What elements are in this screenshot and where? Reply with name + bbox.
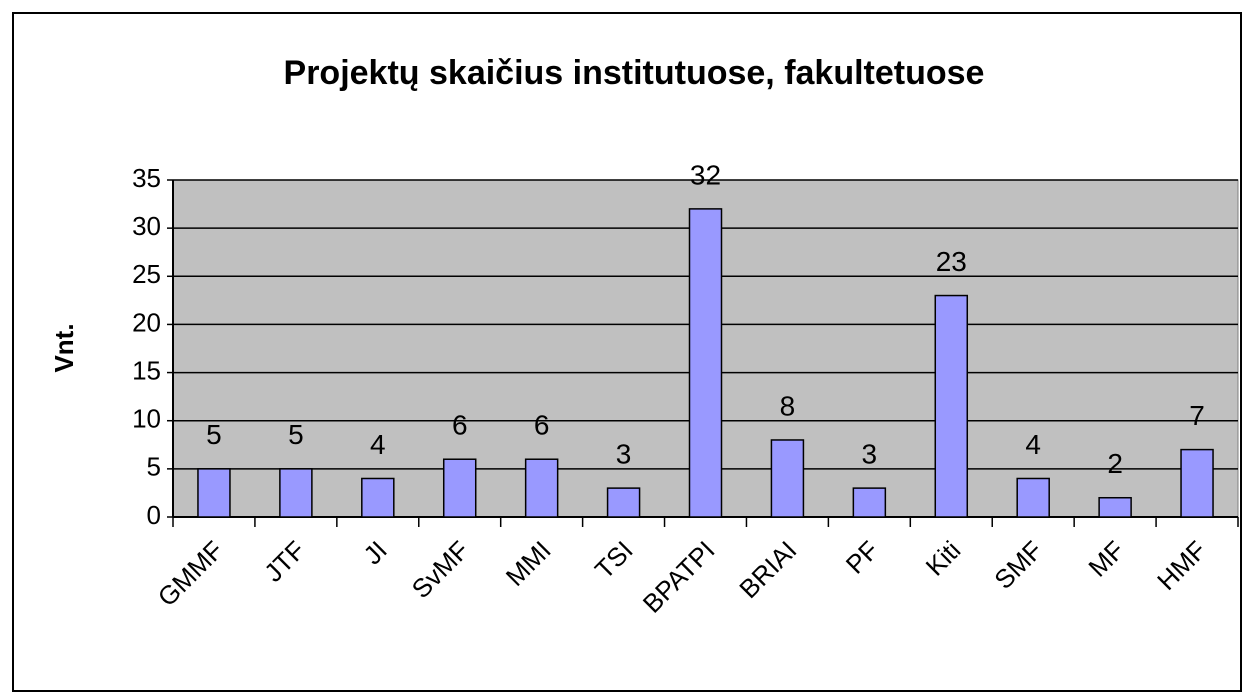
value-label: 6 xyxy=(452,410,468,441)
y-tick-label: 10 xyxy=(132,404,161,434)
bar xyxy=(688,208,723,518)
bar xyxy=(934,294,969,518)
value-label: 7 xyxy=(1189,400,1205,431)
value-label: 6 xyxy=(534,410,550,441)
y-tick-label: 35 xyxy=(132,163,161,193)
y-tick-label: 30 xyxy=(132,211,161,241)
bar xyxy=(852,487,887,518)
bar xyxy=(770,439,805,518)
y-axis-title: Vnt. xyxy=(49,323,79,372)
y-tick-label: 0 xyxy=(147,500,161,530)
chart-title: Projektų skaičius institutuose, fakultet… xyxy=(284,54,985,92)
y-tick-label: 5 xyxy=(147,452,161,482)
value-label: 2 xyxy=(1107,448,1123,479)
value-label: 5 xyxy=(288,419,304,450)
bar xyxy=(361,477,395,518)
bar xyxy=(1180,448,1214,518)
value-label: 3 xyxy=(616,439,632,470)
bar xyxy=(1016,477,1050,518)
bar xyxy=(279,468,313,518)
bar xyxy=(197,468,231,518)
value-label: 3 xyxy=(862,439,878,470)
bar xyxy=(442,458,477,518)
value-label: 5 xyxy=(206,419,222,450)
y-tick-label: 15 xyxy=(132,355,161,385)
y-tick-label: 20 xyxy=(132,307,161,337)
bar xyxy=(606,487,641,518)
bar xyxy=(524,458,559,518)
value-label: 8 xyxy=(780,390,796,421)
value-label: 4 xyxy=(1025,429,1041,460)
value-label: 4 xyxy=(370,429,386,460)
y-tick-label: 25 xyxy=(132,259,161,289)
value-label: 23 xyxy=(936,246,967,277)
value-label: 32 xyxy=(690,159,721,190)
bar xyxy=(1098,496,1132,518)
